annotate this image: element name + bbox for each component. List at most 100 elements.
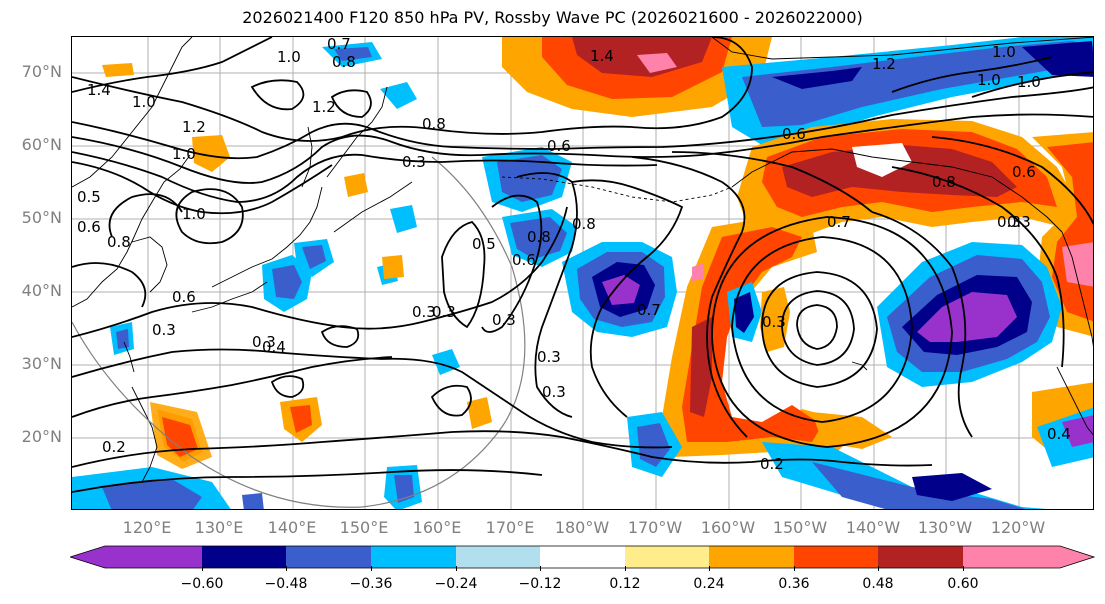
fill-pos-160e <box>382 255 404 279</box>
fill-neg-central-purple <box>602 275 640 305</box>
contour-label: 0.8 <box>107 233 131 251</box>
contour-label: 0.3 <box>542 383 566 401</box>
lat-label-60n: 60°N <box>21 135 62 154</box>
fill-neg-bering-navy <box>772 67 862 89</box>
colorbar-swatch <box>371 546 456 568</box>
lat-label-30n: 30°N <box>21 354 62 373</box>
anomaly-fills <box>72 37 1093 509</box>
fill-pos-arctic-pink <box>637 53 677 73</box>
colorbar-swatch <box>456 546 540 568</box>
colorbar-tick-label: 0.12 <box>609 576 641 592</box>
contour-small-south <box>270 375 305 398</box>
colorbar-tickmark <box>878 566 879 571</box>
coast-japan <box>211 186 323 288</box>
contour-label: 0.8 <box>332 53 356 71</box>
colorbar-tick-label: −0.48 <box>264 576 308 592</box>
coastlines <box>72 37 1093 483</box>
contour-low-4 <box>731 236 913 423</box>
fill-neg-175e-blue <box>510 217 567 259</box>
contour-label: 0.5 <box>77 188 101 206</box>
coast-mexico <box>1056 366 1093 436</box>
contour-trough-3 <box>516 172 578 418</box>
contour-label: 0.7 <box>637 301 661 319</box>
colorbar-swatch <box>70 546 202 568</box>
contour-low-3 <box>761 271 878 388</box>
contour-label: 1.0 <box>172 145 196 163</box>
fill-pos-streak-pink <box>692 263 704 281</box>
fill-neg-165e <box>380 82 417 109</box>
contour-west-loop-2 <box>108 193 183 238</box>
lat-label-50n: 50°N <box>21 208 62 227</box>
colorbar-tickmark <box>371 566 372 571</box>
colorbar-tickmark <box>625 566 626 571</box>
colorbar-swatch <box>794 546 878 568</box>
colorbar-tick-label: −0.60 <box>180 576 224 592</box>
fill-neg-tropic-central-east <box>762 442 1047 509</box>
colorbar-swatch <box>963 546 1094 568</box>
contour-label: 1.0 <box>992 43 1016 61</box>
coast-korea <box>131 236 168 293</box>
colorbar-swatch <box>878 546 963 568</box>
contour-ridge-3 <box>671 151 873 213</box>
contour-mid-2 <box>72 348 673 449</box>
fill-pos-streak-red <box>682 227 822 442</box>
contour-low-2 <box>781 290 855 366</box>
contour-trough-1 <box>441 221 486 329</box>
colorbar-tick-label: 0.24 <box>693 576 725 592</box>
contour-label: 1.0 <box>1017 73 1041 91</box>
contour-small-center <box>430 384 472 417</box>
contour-south-1 <box>72 430 933 468</box>
contour-label: 0.4 <box>262 338 286 356</box>
lon-label-150w: 150°W <box>772 518 828 537</box>
fill-pos-alaska-dark <box>782 145 1017 197</box>
coast-alaska-north <box>711 37 1093 60</box>
contour-label: 0.8 <box>932 173 956 191</box>
contour-label: 0.3 <box>412 303 436 321</box>
contour-label: 0.6 <box>512 251 536 269</box>
colorbar-swatch <box>625 546 709 568</box>
contour-label: 0.3 <box>537 348 561 366</box>
colorbar-outline <box>70 545 1095 569</box>
contour-label: 0.7 <box>827 213 851 231</box>
contour-small-mid <box>320 325 360 348</box>
lat-label-40n: 40°N <box>21 281 62 300</box>
fill-pos-155e-small <box>344 173 368 197</box>
contour-label: 0.3 <box>402 153 426 171</box>
contour-nw-1 <box>72 37 273 93</box>
coast-taiwan <box>123 341 135 373</box>
colorbar-tickmark <box>286 566 287 571</box>
colorbar-swatch <box>286 546 371 568</box>
contour-label: 1.2 <box>872 55 896 73</box>
pv-contours <box>72 37 1093 493</box>
coast-east-asia <box>72 37 193 188</box>
colorbar-tick-label: −0.24 <box>434 576 478 592</box>
contour-label: 1.4 <box>87 81 111 99</box>
contour-label: 0.4 <box>1047 425 1071 443</box>
contour-northeast-1 <box>971 71 1093 98</box>
contour-label: 1.0 <box>977 71 1001 89</box>
colorbar-tickmark <box>963 566 964 571</box>
contour-west-loop <box>175 188 244 245</box>
lon-label-130e: 130°E <box>194 518 244 537</box>
colorbar-tickmark <box>709 566 710 571</box>
contour-mid-1 <box>72 206 568 338</box>
fill-pos-tropic-145e-red <box>290 405 312 433</box>
contour-label: 1.0 <box>182 205 206 223</box>
colorbar-tick-label: −0.36 <box>349 576 393 592</box>
coast-na-west <box>1061 231 1093 347</box>
colorbar <box>70 545 1095 569</box>
contour-label: 0.8 <box>422 115 446 133</box>
fill-neg-japan-blue <box>272 265 302 299</box>
contour-label: 0.3 <box>252 333 276 351</box>
colorbar-tick-label: −0.12 <box>518 576 562 592</box>
colorbar-swatch <box>540 546 625 568</box>
contour-label: 0.3 <box>432 303 456 321</box>
contour-ridge-1 <box>571 179 684 418</box>
contour-nw-small-1 <box>250 79 305 111</box>
contour-label: 0.3 <box>492 311 516 329</box>
contour-northeast-2 <box>891 56 1053 93</box>
contour-arctic-3 <box>72 113 1093 184</box>
contour-label: 1.2 <box>182 118 206 136</box>
contour-arctic-4 <box>72 151 658 203</box>
contour-mid-3 <box>72 356 393 418</box>
